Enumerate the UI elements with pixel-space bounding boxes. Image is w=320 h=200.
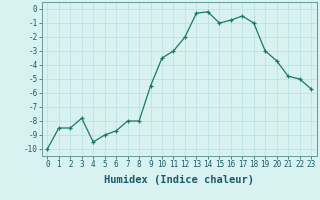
X-axis label: Humidex (Indice chaleur): Humidex (Indice chaleur) [104,175,254,185]
